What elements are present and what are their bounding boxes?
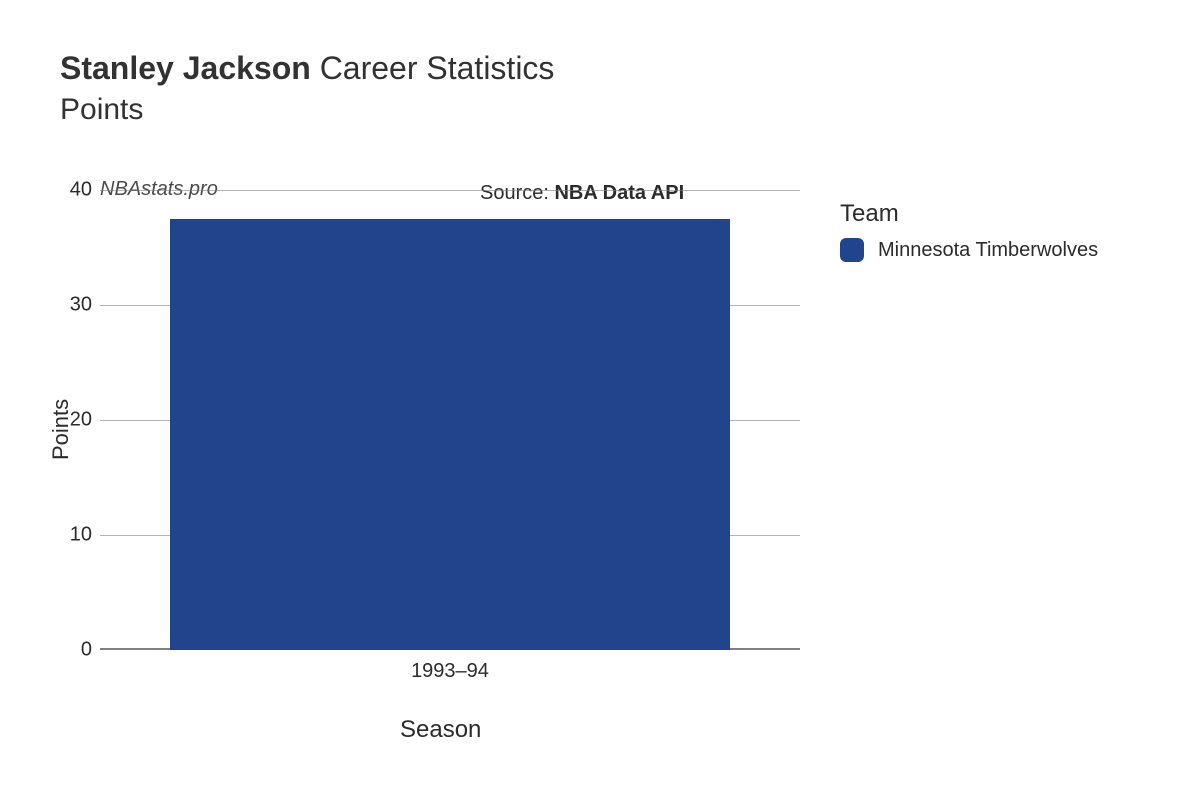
y-tick-label: 0 bbox=[81, 639, 100, 662]
legend-label: Minnesota Timberwolves bbox=[878, 239, 1098, 262]
x-axis-label: Season bbox=[400, 716, 481, 744]
y-tick-label: 30 bbox=[70, 294, 100, 317]
plot-area: 0102030401993–94 bbox=[100, 190, 800, 650]
x-tick-label: 1993–94 bbox=[411, 650, 489, 683]
legend-swatch bbox=[840, 238, 864, 262]
legend-item: Minnesota Timberwolves bbox=[840, 238, 1098, 262]
chart-title: Stanley Jackson Career Statistics bbox=[60, 50, 554, 87]
title-bold: Stanley Jackson bbox=[60, 50, 311, 86]
legend-title: Team bbox=[840, 200, 1098, 228]
chart-container: Stanley Jackson Career Statistics Points… bbox=[0, 0, 1200, 800]
y-tick-label: 40 bbox=[70, 179, 100, 202]
title-rest: Career Statistics bbox=[311, 50, 555, 86]
gridline bbox=[100, 190, 800, 191]
chart-title-block: Stanley Jackson Career Statistics Points bbox=[60, 50, 554, 127]
chart-subtitle: Points bbox=[60, 93, 554, 127]
y-tick-label: 10 bbox=[70, 524, 100, 547]
bar bbox=[170, 219, 730, 650]
legend-items: Minnesota Timberwolves bbox=[840, 238, 1098, 262]
legend: Team Minnesota Timberwolves bbox=[840, 200, 1098, 262]
y-tick-label: 20 bbox=[70, 409, 100, 432]
